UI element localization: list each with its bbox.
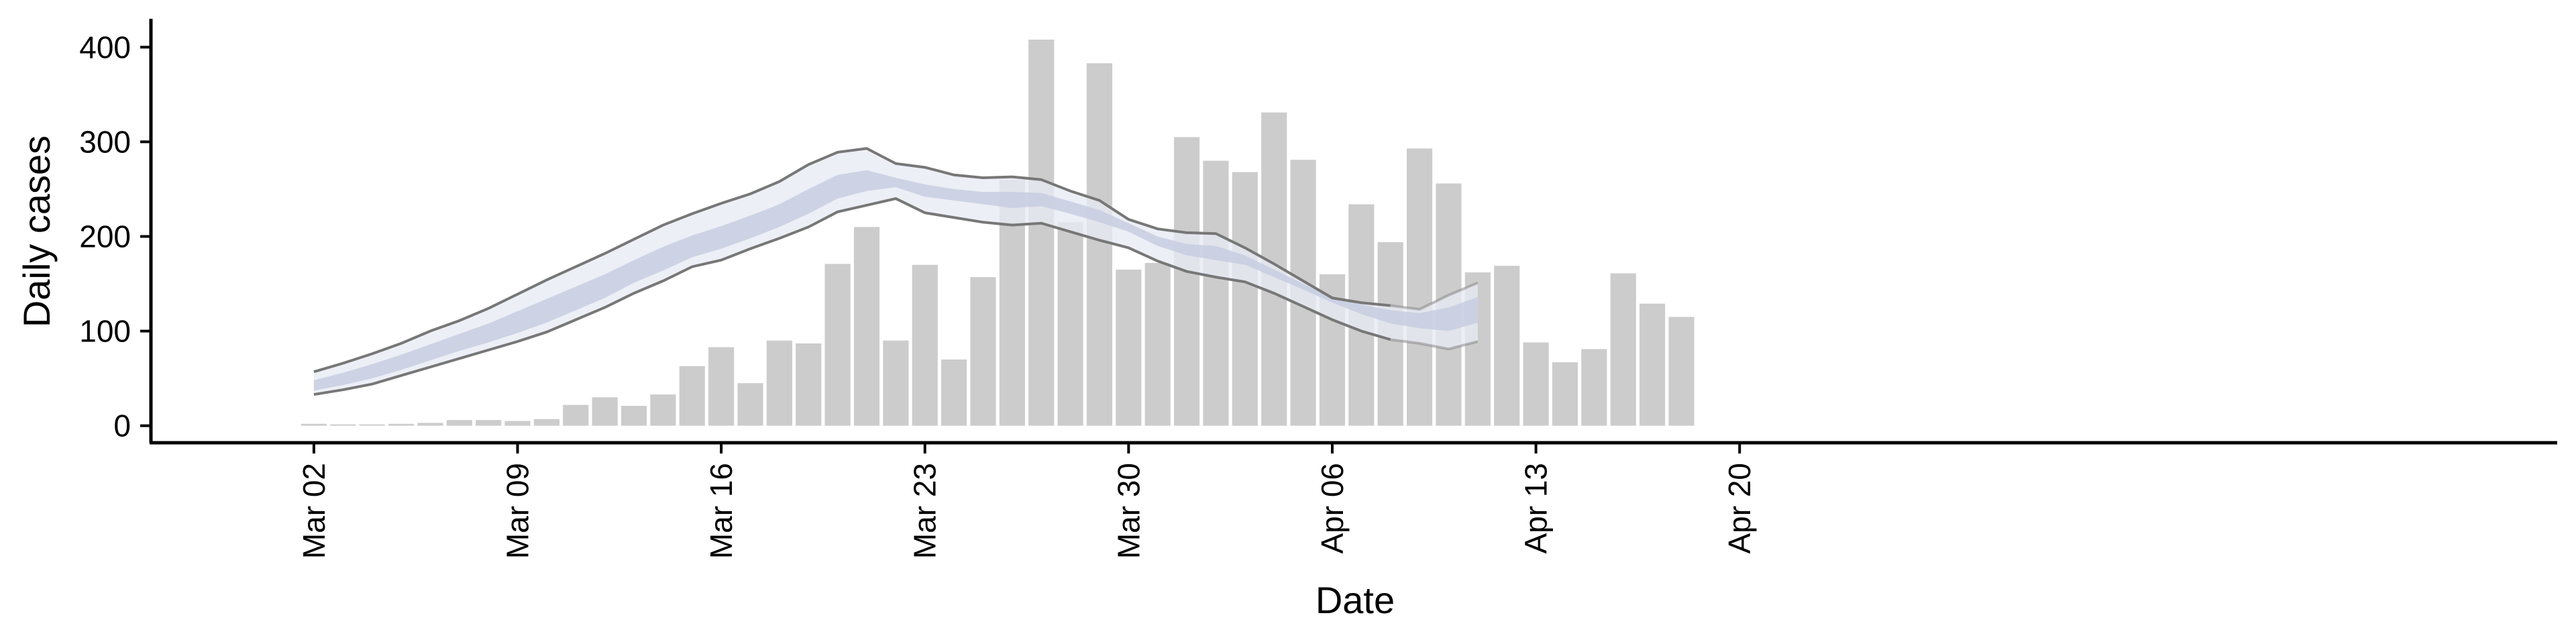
bar-day-10 [592, 397, 618, 426]
x-tick-label-5: Apr 06 [1315, 463, 1350, 554]
bar-day-47 [1668, 317, 1695, 426]
bar-day-30 [1174, 137, 1200, 426]
bar-day-11 [621, 405, 647, 426]
bar-day-18 [824, 264, 851, 426]
x-tick-label-1: Mar 09 [500, 463, 535, 559]
bar-day-4 [417, 423, 443, 426]
bar-day-15 [737, 383, 763, 426]
y-tick-label-200: 200 [79, 219, 131, 254]
bar-day-20 [883, 340, 909, 426]
bar-day-38 [1407, 148, 1433, 426]
bar-day-32 [1232, 172, 1258, 426]
bar-day-42 [1523, 342, 1549, 426]
bar-day-0 [301, 423, 327, 426]
estimate-outer-lower-line [313, 197, 1391, 396]
bar-day-23 [970, 277, 996, 426]
bar-day-19 [853, 227, 880, 426]
bar-day-46 [1640, 303, 1666, 426]
bar-day-1 [330, 424, 356, 426]
bar-day-44 [1581, 349, 1607, 426]
bar-day-27 [1086, 63, 1113, 426]
bar-day-13 [679, 366, 705, 426]
bar-day-16 [766, 340, 792, 426]
x-tick-label-0: Mar 02 [297, 463, 331, 559]
axes [149, 19, 2557, 445]
bar-day-14 [708, 347, 735, 426]
bar-day-8 [533, 419, 559, 426]
bar-day-22 [941, 359, 967, 426]
y-tick-label-300: 300 [79, 124, 131, 159]
bar-day-43 [1552, 362, 1578, 426]
bar-day-12 [650, 394, 676, 426]
bar-day-28 [1116, 269, 1142, 426]
y-tick-label-0: 0 [113, 409, 131, 443]
y-tick-label-400: 400 [79, 30, 131, 64]
bar-day-5 [446, 420, 472, 426]
bar-day-21 [912, 264, 938, 426]
bar-day-6 [476, 420, 502, 426]
bar-day-7 [504, 421, 531, 426]
estimate-outer-upper-line [313, 147, 1391, 374]
bar-day-45 [1610, 273, 1636, 426]
x-axis-title: Date [1316, 579, 1395, 621]
x-tick-label-2: Mar 16 [704, 463, 739, 559]
x-tick-label-4: Mar 30 [1111, 463, 1146, 559]
bar-day-17 [796, 343, 822, 426]
bar-day-29 [1144, 262, 1171, 426]
x-tick-label-6: Apr 13 [1519, 463, 1554, 554]
y-axis-title: Daily cases [15, 136, 58, 327]
estimate-outer-upper-line-tail [1390, 281, 1479, 311]
bar-day-26 [1057, 222, 1083, 426]
axis-ticks: 0 100 200 300 400 Mar 02 Mar 09 Mar 16 Mar 23 Mar… [79, 30, 1757, 559]
bar-day-25 [1028, 40, 1055, 426]
bar-day-31 [1203, 160, 1229, 426]
bar-day-9 [563, 405, 589, 426]
plot-area [301, 40, 1695, 426]
estimate-outer-lower-line-tail [1390, 338, 1479, 351]
y-tick-label-100: 100 [79, 314, 131, 349]
bar-day-3 [388, 423, 415, 426]
x-tick-label-3: Mar 23 [908, 463, 943, 559]
bar-day-41 [1494, 266, 1520, 426]
bar-day-2 [359, 424, 385, 426]
x-tick-label-7: Apr 20 [1722, 463, 1757, 554]
